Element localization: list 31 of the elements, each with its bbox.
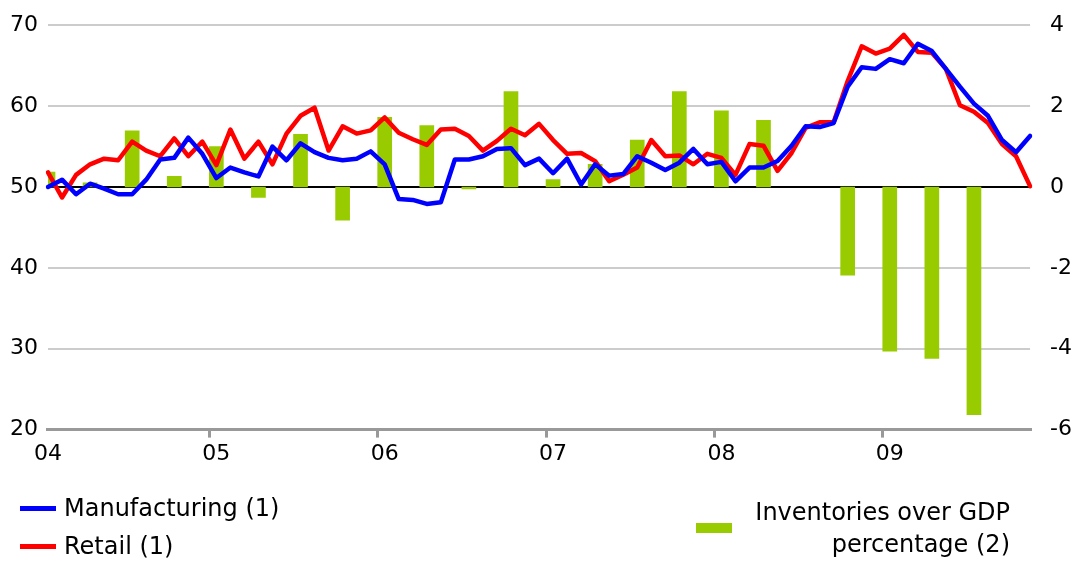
y-tick-label: 60 — [9, 91, 38, 117]
x-tick-label: 08 — [707, 439, 736, 465]
y-tick-label: 20 — [9, 415, 38, 441]
legend-label: Inventories over GDP percentage (2) — [754, 497, 1010, 560]
x-tick-label: 05 — [202, 439, 231, 465]
legend-label: Manufacturing (1) — [64, 493, 280, 524]
x-tick-label: 04 — [33, 439, 62, 465]
bar — [545, 179, 561, 188]
y2-tick-label: -2 — [1050, 253, 1072, 279]
bar — [335, 186, 350, 221]
bar — [251, 186, 266, 198]
y2-tick-label: -4 — [1050, 334, 1072, 360]
bar — [924, 186, 940, 359]
bar — [166, 176, 182, 188]
x-tick-label: 06 — [370, 439, 399, 465]
y-tick-label: 50 — [9, 172, 38, 198]
bar — [840, 186, 856, 276]
y2-tick-label: 0 — [1050, 172, 1065, 198]
legend-label: Retail (1) — [64, 531, 174, 562]
bar — [966, 186, 982, 415]
bar — [882, 186, 898, 352]
y-tick-label: 30 — [9, 334, 38, 360]
y2-tick-label: -6 — [1050, 415, 1072, 441]
y-tick-label: 70 — [9, 10, 38, 36]
y-tick-label: 40 — [9, 253, 38, 279]
bar — [671, 91, 687, 188]
x-tick-label: 09 — [875, 439, 904, 465]
y2-tick-label: 2 — [1050, 91, 1065, 117]
x-tick-label: 07 — [539, 439, 568, 465]
y2-tick-label: 4 — [1050, 10, 1065, 36]
bar — [419, 125, 435, 188]
